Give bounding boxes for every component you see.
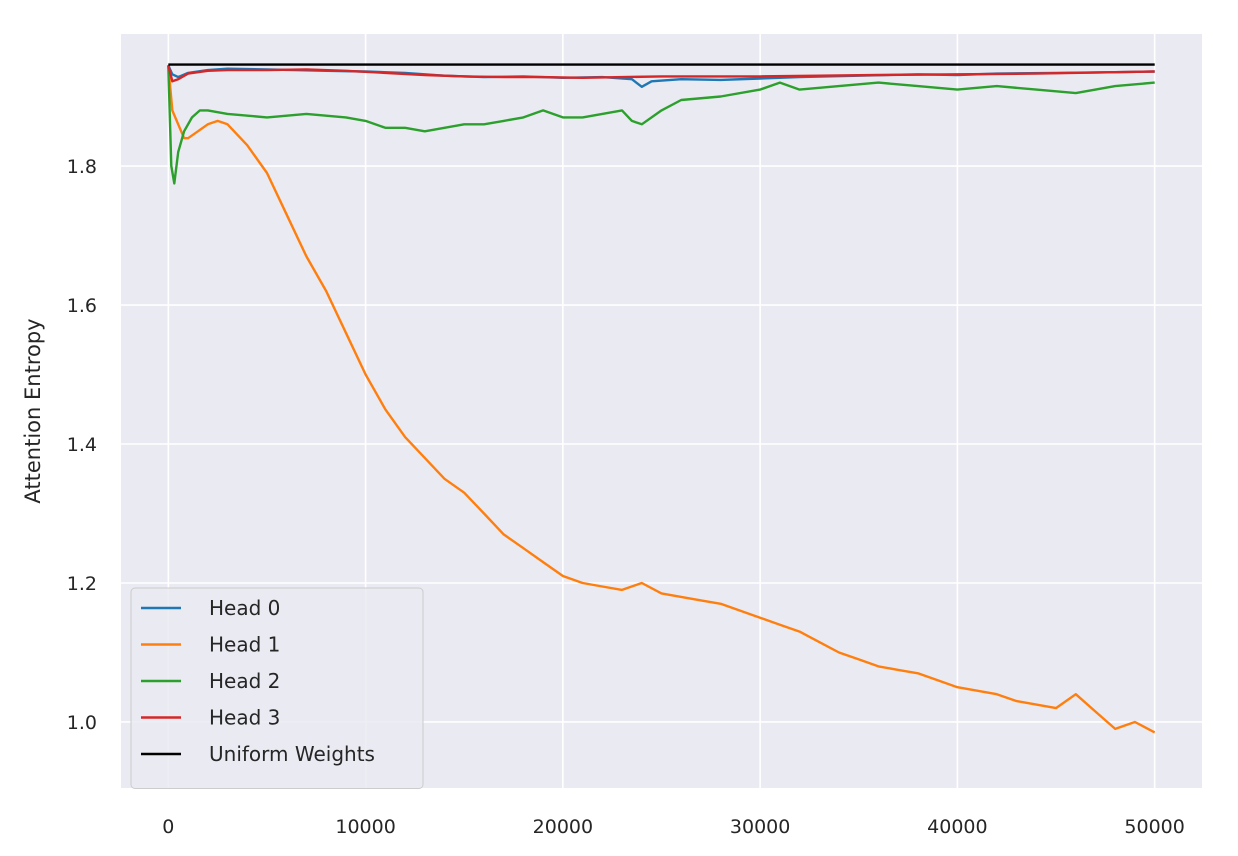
series-line-head-2	[167, 65, 1155, 185]
series-layer	[167, 63, 1156, 734]
x-tick-label: 30000	[730, 816, 790, 838]
y-tick-label: 1.8	[67, 156, 97, 178]
y-tick-label: 1.2	[67, 573, 97, 595]
y-axis: 1.0 1.2 1.4 1.6 1.8	[67, 156, 97, 734]
x-tick-label: 0	[162, 816, 174, 838]
grid	[121, 34, 1202, 788]
x-tick-label: 20000	[533, 816, 593, 838]
legend-label: Head 3	[209, 706, 280, 730]
legend: Head 0 Head 1 Head 2 Head 3 Uniform Weights	[130, 587, 424, 789]
series-line-head-1	[167, 65, 1156, 734]
series-line-head-3	[167, 65, 1155, 83]
x-tick-label: 40000	[927, 816, 987, 838]
legend-label: Uniform Weights	[209, 742, 375, 766]
x-axis: 0 10000 20000 30000 40000 50000	[162, 816, 1185, 838]
y-tick-label: 1.4	[67, 434, 97, 456]
legend-label: Head 2	[209, 669, 280, 693]
x-tick-label: 10000	[335, 816, 395, 838]
legend-box	[130, 587, 424, 789]
legend-label: Head 1	[209, 633, 280, 657]
y-tick-label: 1.6	[67, 295, 97, 317]
x-tick-label: 50000	[1124, 816, 1184, 838]
legend-label: Head 0	[209, 596, 280, 620]
y-axis-label: Attention Entropy	[21, 318, 45, 503]
y-tick-label: 1.0	[67, 712, 97, 734]
